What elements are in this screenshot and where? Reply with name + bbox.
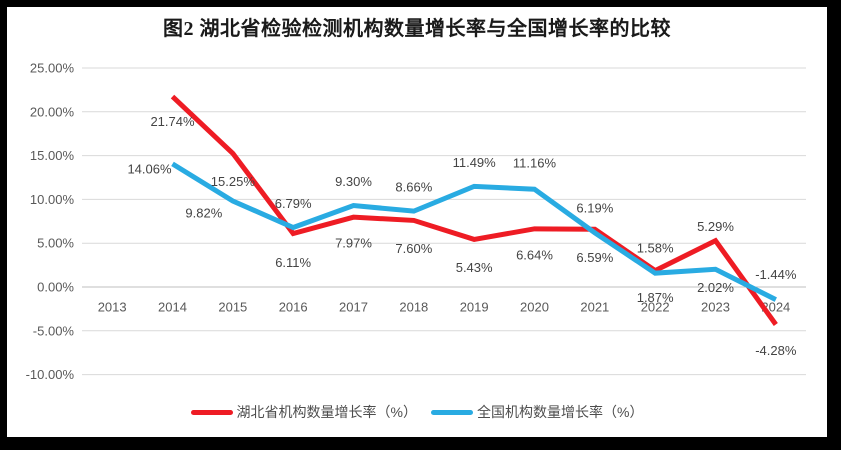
data-label-series-0: 6.64%	[516, 247, 553, 262]
x-axis-tick-label: 2015	[218, 300, 247, 315]
data-label-series-1: 11.49%	[453, 155, 497, 170]
data-label-series-0: 7.97%	[335, 236, 372, 251]
x-axis-tick-label: 2021	[580, 300, 609, 315]
legend-item-0: 湖北省机构数量增长率（%）	[190, 402, 417, 422]
data-label-series-0: 1.87%	[637, 290, 674, 305]
x-axis-tick-label: 2020	[520, 300, 549, 315]
data-label-series-1: 9.82%	[185, 205, 222, 220]
x-axis-tick-label: 2017	[339, 300, 368, 315]
y-axis-tick-label: 20.00%	[30, 104, 75, 119]
data-label-series-1: 6.19%	[576, 200, 613, 215]
x-axis-tick-label: 2018	[399, 300, 428, 315]
y-axis-tick-label: -5.00%	[33, 323, 75, 338]
data-label-series-0: 6.59%	[576, 250, 613, 265]
data-label-series-0: 21.74%	[150, 114, 195, 129]
legend-label: 湖北省机构数量增长率（%）	[236, 404, 417, 420]
data-label-series-0: 15.25%	[211, 174, 256, 189]
data-label-series-0: 7.60%	[395, 241, 432, 256]
x-axis-tick-label: 2013	[98, 300, 127, 315]
data-label-series-0: 5.43%	[456, 260, 493, 275]
data-label-series-1: 1.58%	[637, 241, 674, 256]
series-line-0	[170, 94, 778, 326]
data-label-series-1: 6.79%	[275, 196, 312, 211]
x-axis-tick-label: 2016	[279, 300, 308, 315]
y-axis-tick-label: 5.00%	[37, 236, 74, 251]
data-label-series-1: -1.44%	[755, 267, 797, 282]
x-axis-tick-label: 2023	[701, 300, 730, 315]
y-axis-tick-label: 15.00%	[30, 148, 75, 163]
y-axis-tick-label: 0.00%	[37, 280, 74, 295]
legend-swatch-icon	[190, 409, 233, 415]
legend-swatch-icon	[431, 409, 473, 415]
x-axis-tick-label: 2014	[158, 300, 187, 315]
series-line-1	[171, 161, 777, 302]
data-label-series-0: 6.11%	[275, 255, 311, 270]
legend-label: 全国机构数量增长率（%）	[477, 404, 644, 420]
data-label-series-1: 9.30%	[335, 174, 372, 189]
data-label-series-1: 2.02%	[697, 280, 734, 295]
data-label-series-1: 14.06%	[127, 161, 172, 176]
y-axis-tick-label: 10.00%	[30, 192, 75, 207]
x-axis-tick-label: 2019	[460, 300, 489, 315]
y-axis-tick-label: -10.00%	[26, 367, 75, 382]
data-label-series-1: 11.16%	[513, 156, 557, 171]
data-label-series-0: -4.28%	[755, 343, 797, 358]
chart-title: 图2 湖北省检验检测机构数量增长率与全国增长率的比较	[163, 18, 671, 40]
data-label-series-0: 5.29%	[697, 219, 734, 234]
legend-item-1: 全国机构数量增长率（%）	[431, 402, 643, 422]
data-label-series-1: 8.66%	[395, 180, 432, 195]
x-axis-tick-label: 2022	[641, 300, 670, 315]
chart-legend: 湖北省机构数量增长率（%） 全国机构数量增长率（%）	[7, 402, 827, 422]
y-axis-tick-label: 25.00%	[30, 61, 75, 76]
